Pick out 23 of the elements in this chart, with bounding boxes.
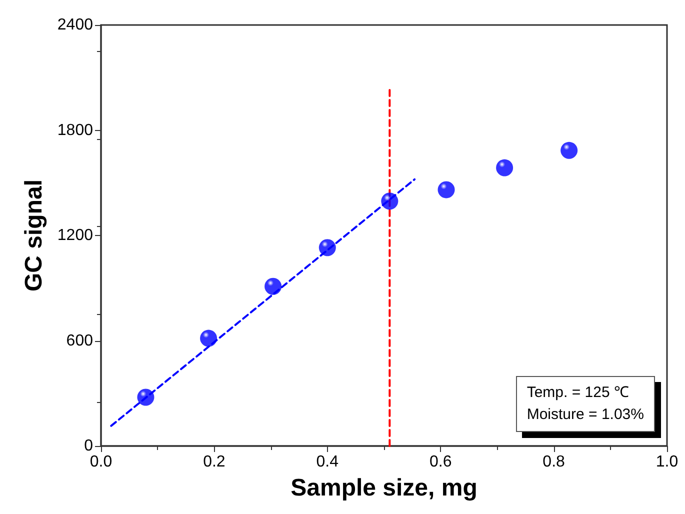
x-axis-title: Sample size, mg (290, 474, 478, 502)
y-tick-label: 600 (66, 332, 94, 350)
x-tick-label: 1.0 (656, 454, 678, 470)
x-tick-label: 0.4 (316, 454, 339, 470)
x-tick-label: 0.6 (429, 454, 452, 470)
point (137, 388, 154, 406)
y-tick-label: 1800 (57, 122, 94, 139)
point (318, 239, 336, 256)
point (381, 192, 398, 210)
point (438, 181, 455, 198)
annotation: Temp. = 125 ℃ (526, 383, 630, 403)
x-tick-label: 0.8 (542, 454, 566, 470)
x-tick-label: 0.2 (203, 454, 226, 470)
annotation: Moisture = 1.03% (526, 405, 644, 425)
y-tick-label: 1200 (57, 227, 94, 244)
y-tick-label: 0 (84, 438, 94, 454)
y-axis-title: GC signal (20, 179, 48, 292)
y-tick-label: 2400 (57, 16, 94, 34)
x-tick-label: 0.0 (90, 454, 112, 470)
point (496, 159, 514, 176)
point (264, 278, 282, 295)
point (200, 330, 218, 347)
point (560, 142, 578, 159)
